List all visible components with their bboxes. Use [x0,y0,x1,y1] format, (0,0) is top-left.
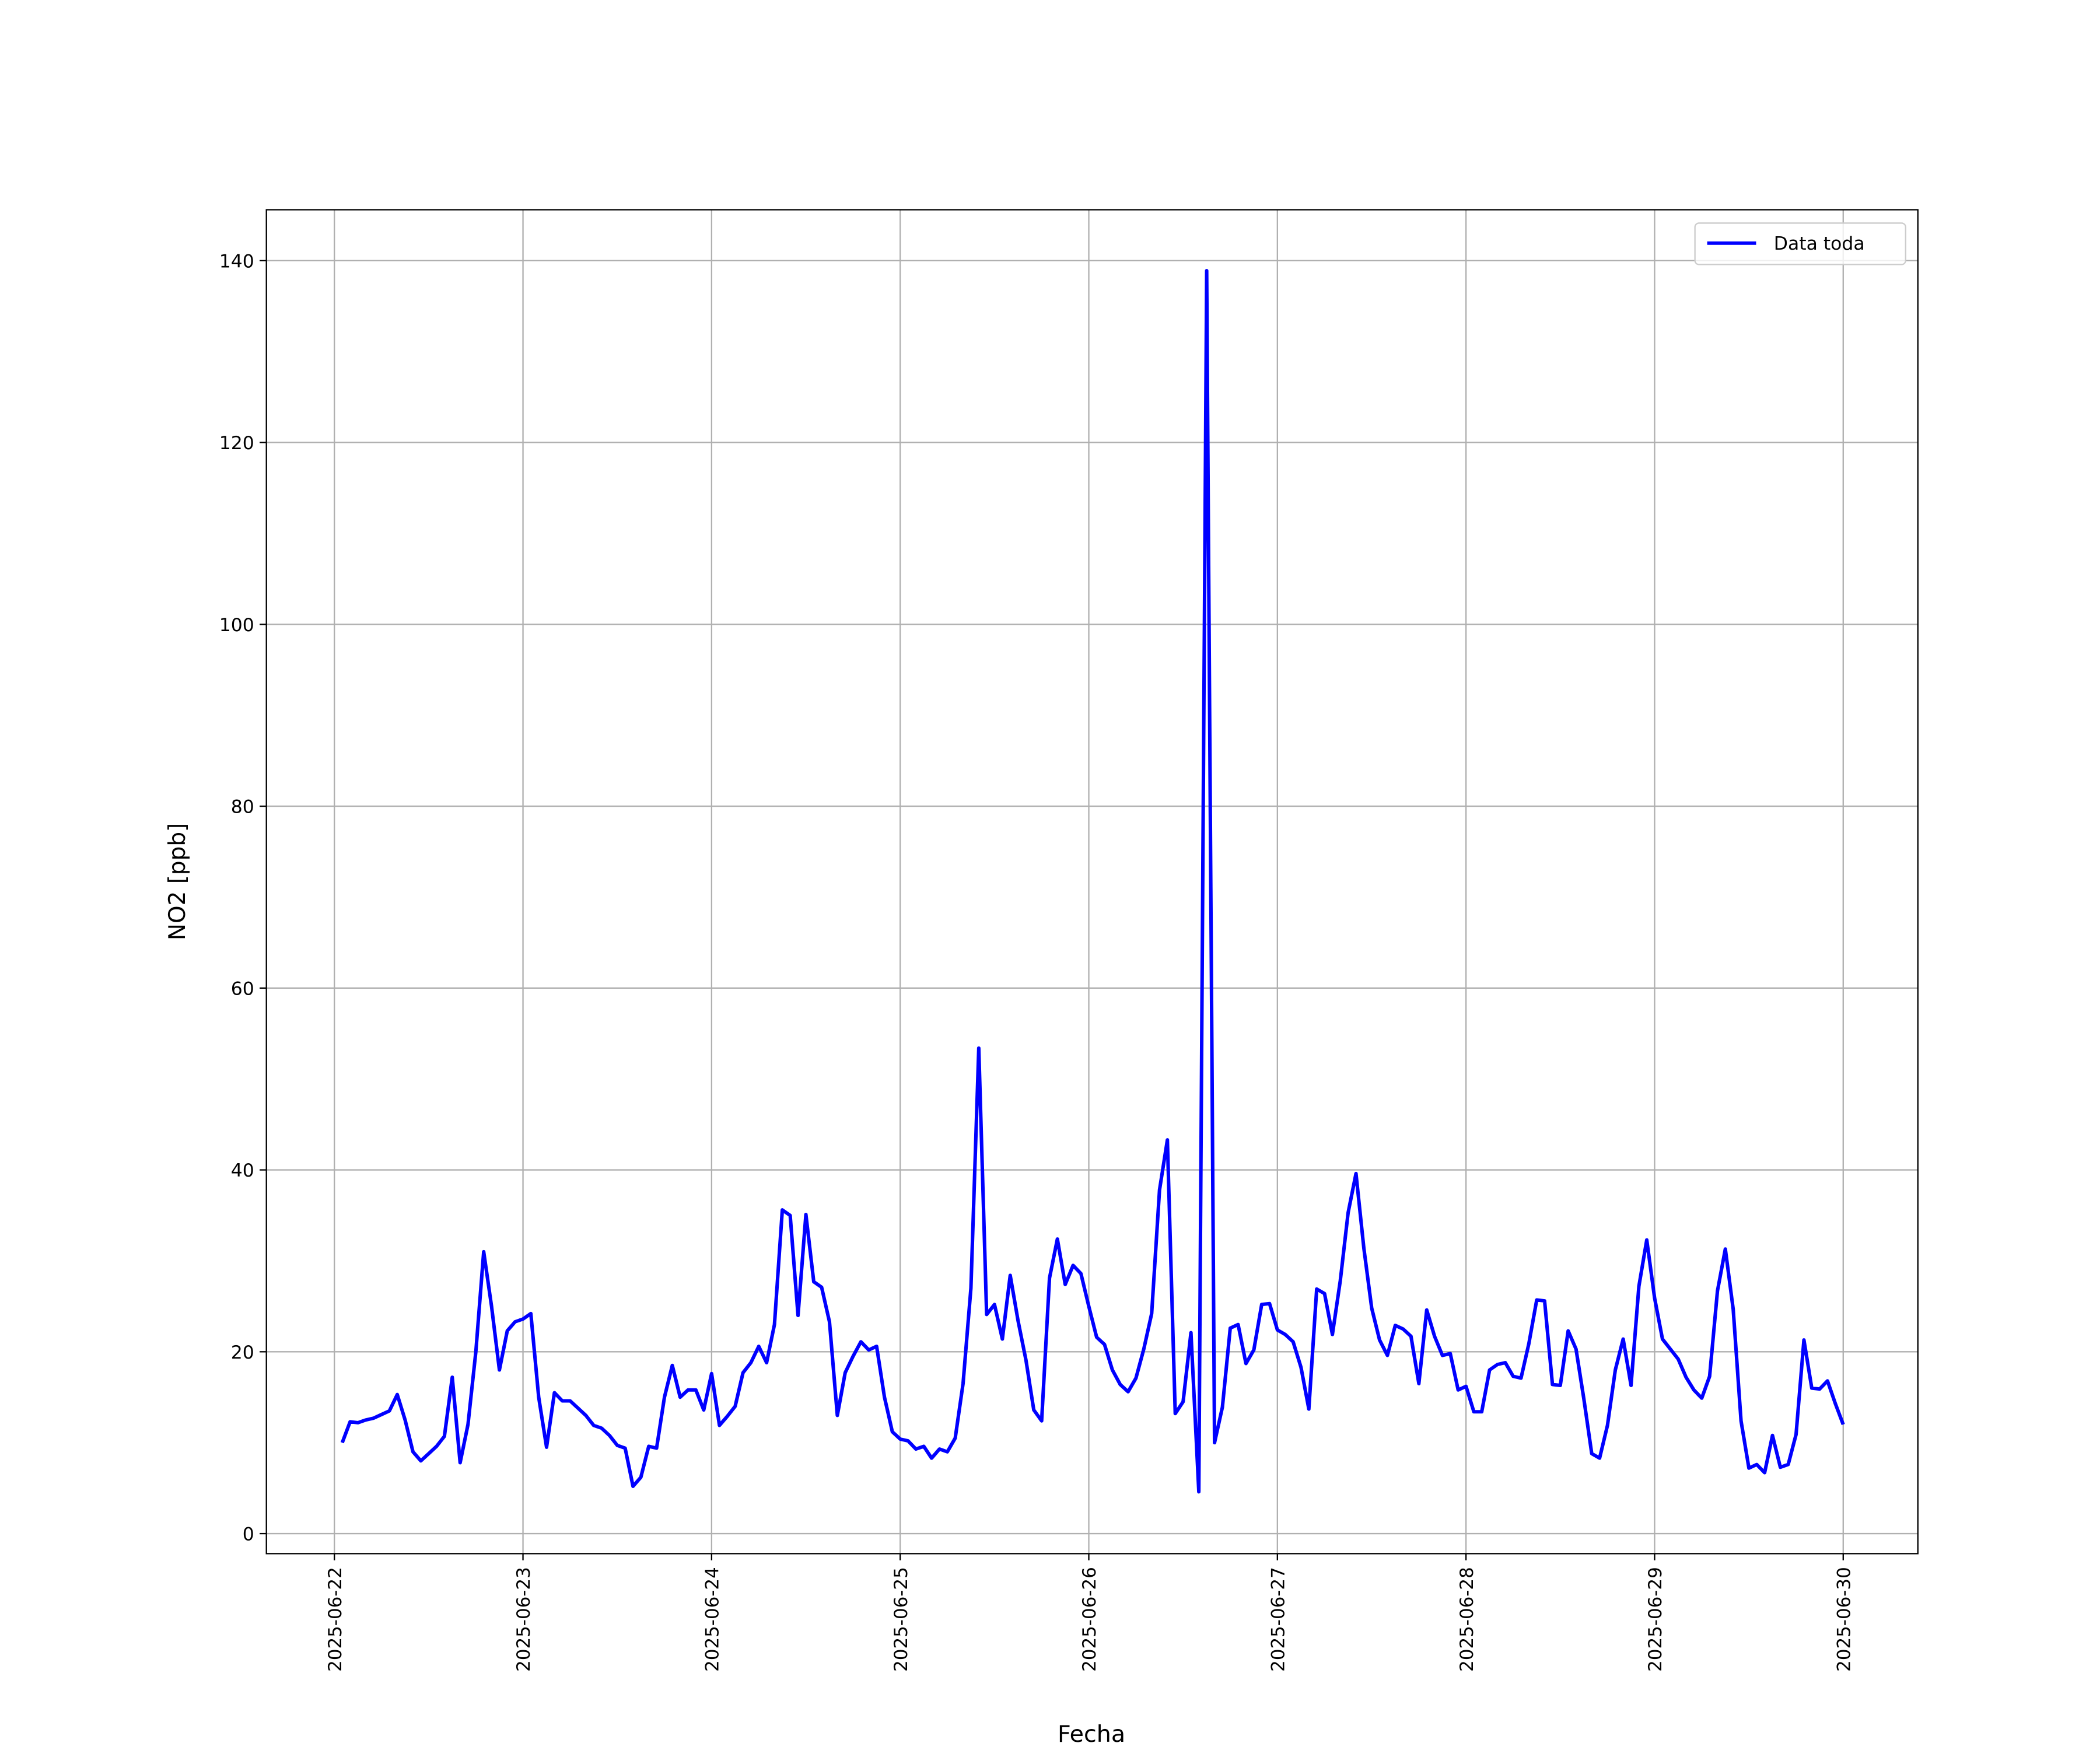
y-tick-label: 20 [231,1342,254,1363]
y-tick-label: 40 [231,1160,254,1181]
y-axis-label: NO2 [ppb] [164,823,191,940]
x-tick-label: 2025-06-27 [1268,1567,1289,1672]
legend-box [1694,222,1906,265]
data-line [340,268,1845,1494]
axes-frame [265,209,1919,1555]
x-tick-label: 2025-06-23 [513,1567,534,1672]
y-tick-label: 120 [219,433,254,454]
x-tick-label: 2025-06-29 [1645,1567,1666,1672]
labels-layer: 0 20 40 60 80 100 120 140 2025-06-22 2025-06-23 20… [219,222,1906,1672]
y-tick-label: 140 [219,251,254,272]
x-tick-label: 2025-06-22 [325,1567,346,1672]
x-tick-label: 2025-06-28 [1457,1567,1478,1672]
y-tick-label: 80 [231,797,254,818]
x-axis-label: Fecha [1058,1722,1125,1748]
legend-label: Data toda [1774,233,1865,254]
plot-layer [340,268,1845,1494]
y-tick-label: 0 [243,1524,254,1545]
y-tick-label: 60 [231,979,254,1000]
grid-layer [266,209,1918,1554]
y-tick-label: 100 [219,615,254,636]
x-tick-label: 2025-06-24 [702,1567,723,1672]
x-tick-label: 2025-06-30 [1833,1567,1854,1672]
x-tick-label: 2025-06-25 [891,1567,912,1672]
x-tick-label: 2025-06-26 [1079,1567,1100,1672]
